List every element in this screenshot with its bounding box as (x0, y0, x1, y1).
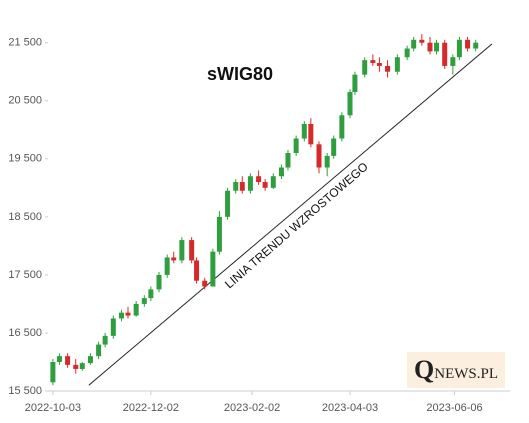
candle-body (394, 57, 400, 72)
annotation: LINIA TRENDU WZROSTOWEGO (222, 159, 371, 291)
candle-body (118, 312, 124, 319)
candle-body (56, 356, 62, 362)
candle-body (450, 57, 456, 66)
y-tick-label: 19 500 (8, 153, 42, 165)
candle-body (285, 153, 291, 168)
candle-body (141, 298, 147, 304)
candle-body (465, 39, 471, 49)
candle-body (404, 48, 410, 58)
candle-body (347, 92, 353, 116)
x-tick-label: 2023-04-03 (322, 402, 378, 414)
candle-body (434, 42, 440, 52)
candle-body (96, 344, 102, 357)
logo: QNEWS.PL (407, 352, 505, 388)
candle-body (156, 274, 162, 290)
candle-body (210, 251, 216, 287)
y-tick-label: 16 500 (8, 327, 42, 339)
candle-body (456, 39, 462, 58)
candle-body (87, 356, 93, 364)
candle-body (256, 176, 262, 183)
candle-body (202, 280, 208, 287)
candle-body (473, 42, 479, 49)
candle-body (324, 155, 330, 168)
candle-body (102, 335, 108, 345)
candle-body (110, 318, 116, 336)
candle-body (239, 182, 245, 191)
y-tick-label: 20 500 (8, 95, 42, 107)
candle-body (125, 312, 131, 316)
candle-body (216, 216, 222, 252)
candle-body (179, 240, 185, 261)
candle-body (339, 115, 345, 139)
candle-body (262, 182, 268, 188)
candle-body (225, 190, 231, 217)
candle-body (270, 176, 276, 188)
candle-body (65, 356, 71, 365)
candle-body (308, 123, 314, 145)
candle-body (385, 65, 391, 72)
candle-body (370, 60, 376, 64)
candle-body (301, 123, 307, 139)
candle-body (171, 257, 177, 261)
candle-body (79, 363, 85, 369)
candle-body (316, 144, 322, 168)
x-tick-label: 2022-10-03 (25, 402, 81, 414)
x-tick-label: 2023-06-06 (426, 402, 482, 414)
y-tick-label: 18 500 (8, 211, 42, 223)
candle-body (442, 42, 448, 66)
candle-body (331, 138, 337, 156)
x-tick-label: 2022-12-02 (123, 402, 179, 414)
candle-body (50, 361, 56, 383)
y-tick-label: 17 500 (8, 269, 42, 281)
candle-body (133, 303, 139, 316)
candle-body (376, 63, 382, 66)
y-tick-label: 15 500 (8, 385, 42, 397)
trend-line (88, 43, 493, 386)
candle-body (411, 39, 417, 49)
candle-body (352, 74, 358, 93)
candle-body (73, 364, 79, 369)
y-tick-label: 21 500 (8, 37, 42, 49)
candle-body (189, 240, 195, 261)
candle-body (194, 260, 200, 281)
x-tick-label: 2023-02-02 (224, 402, 280, 414)
chart-title: sWIG80 (207, 64, 273, 84)
candle-body (419, 39, 425, 43)
candle-body (233, 182, 239, 191)
candle-body (247, 176, 253, 191)
candle-body (278, 167, 284, 177)
candle-body (148, 289, 154, 299)
candle-body (427, 42, 433, 52)
candle-body (293, 138, 299, 153)
candle-body (362, 60, 368, 75)
candle-body (164, 257, 170, 275)
